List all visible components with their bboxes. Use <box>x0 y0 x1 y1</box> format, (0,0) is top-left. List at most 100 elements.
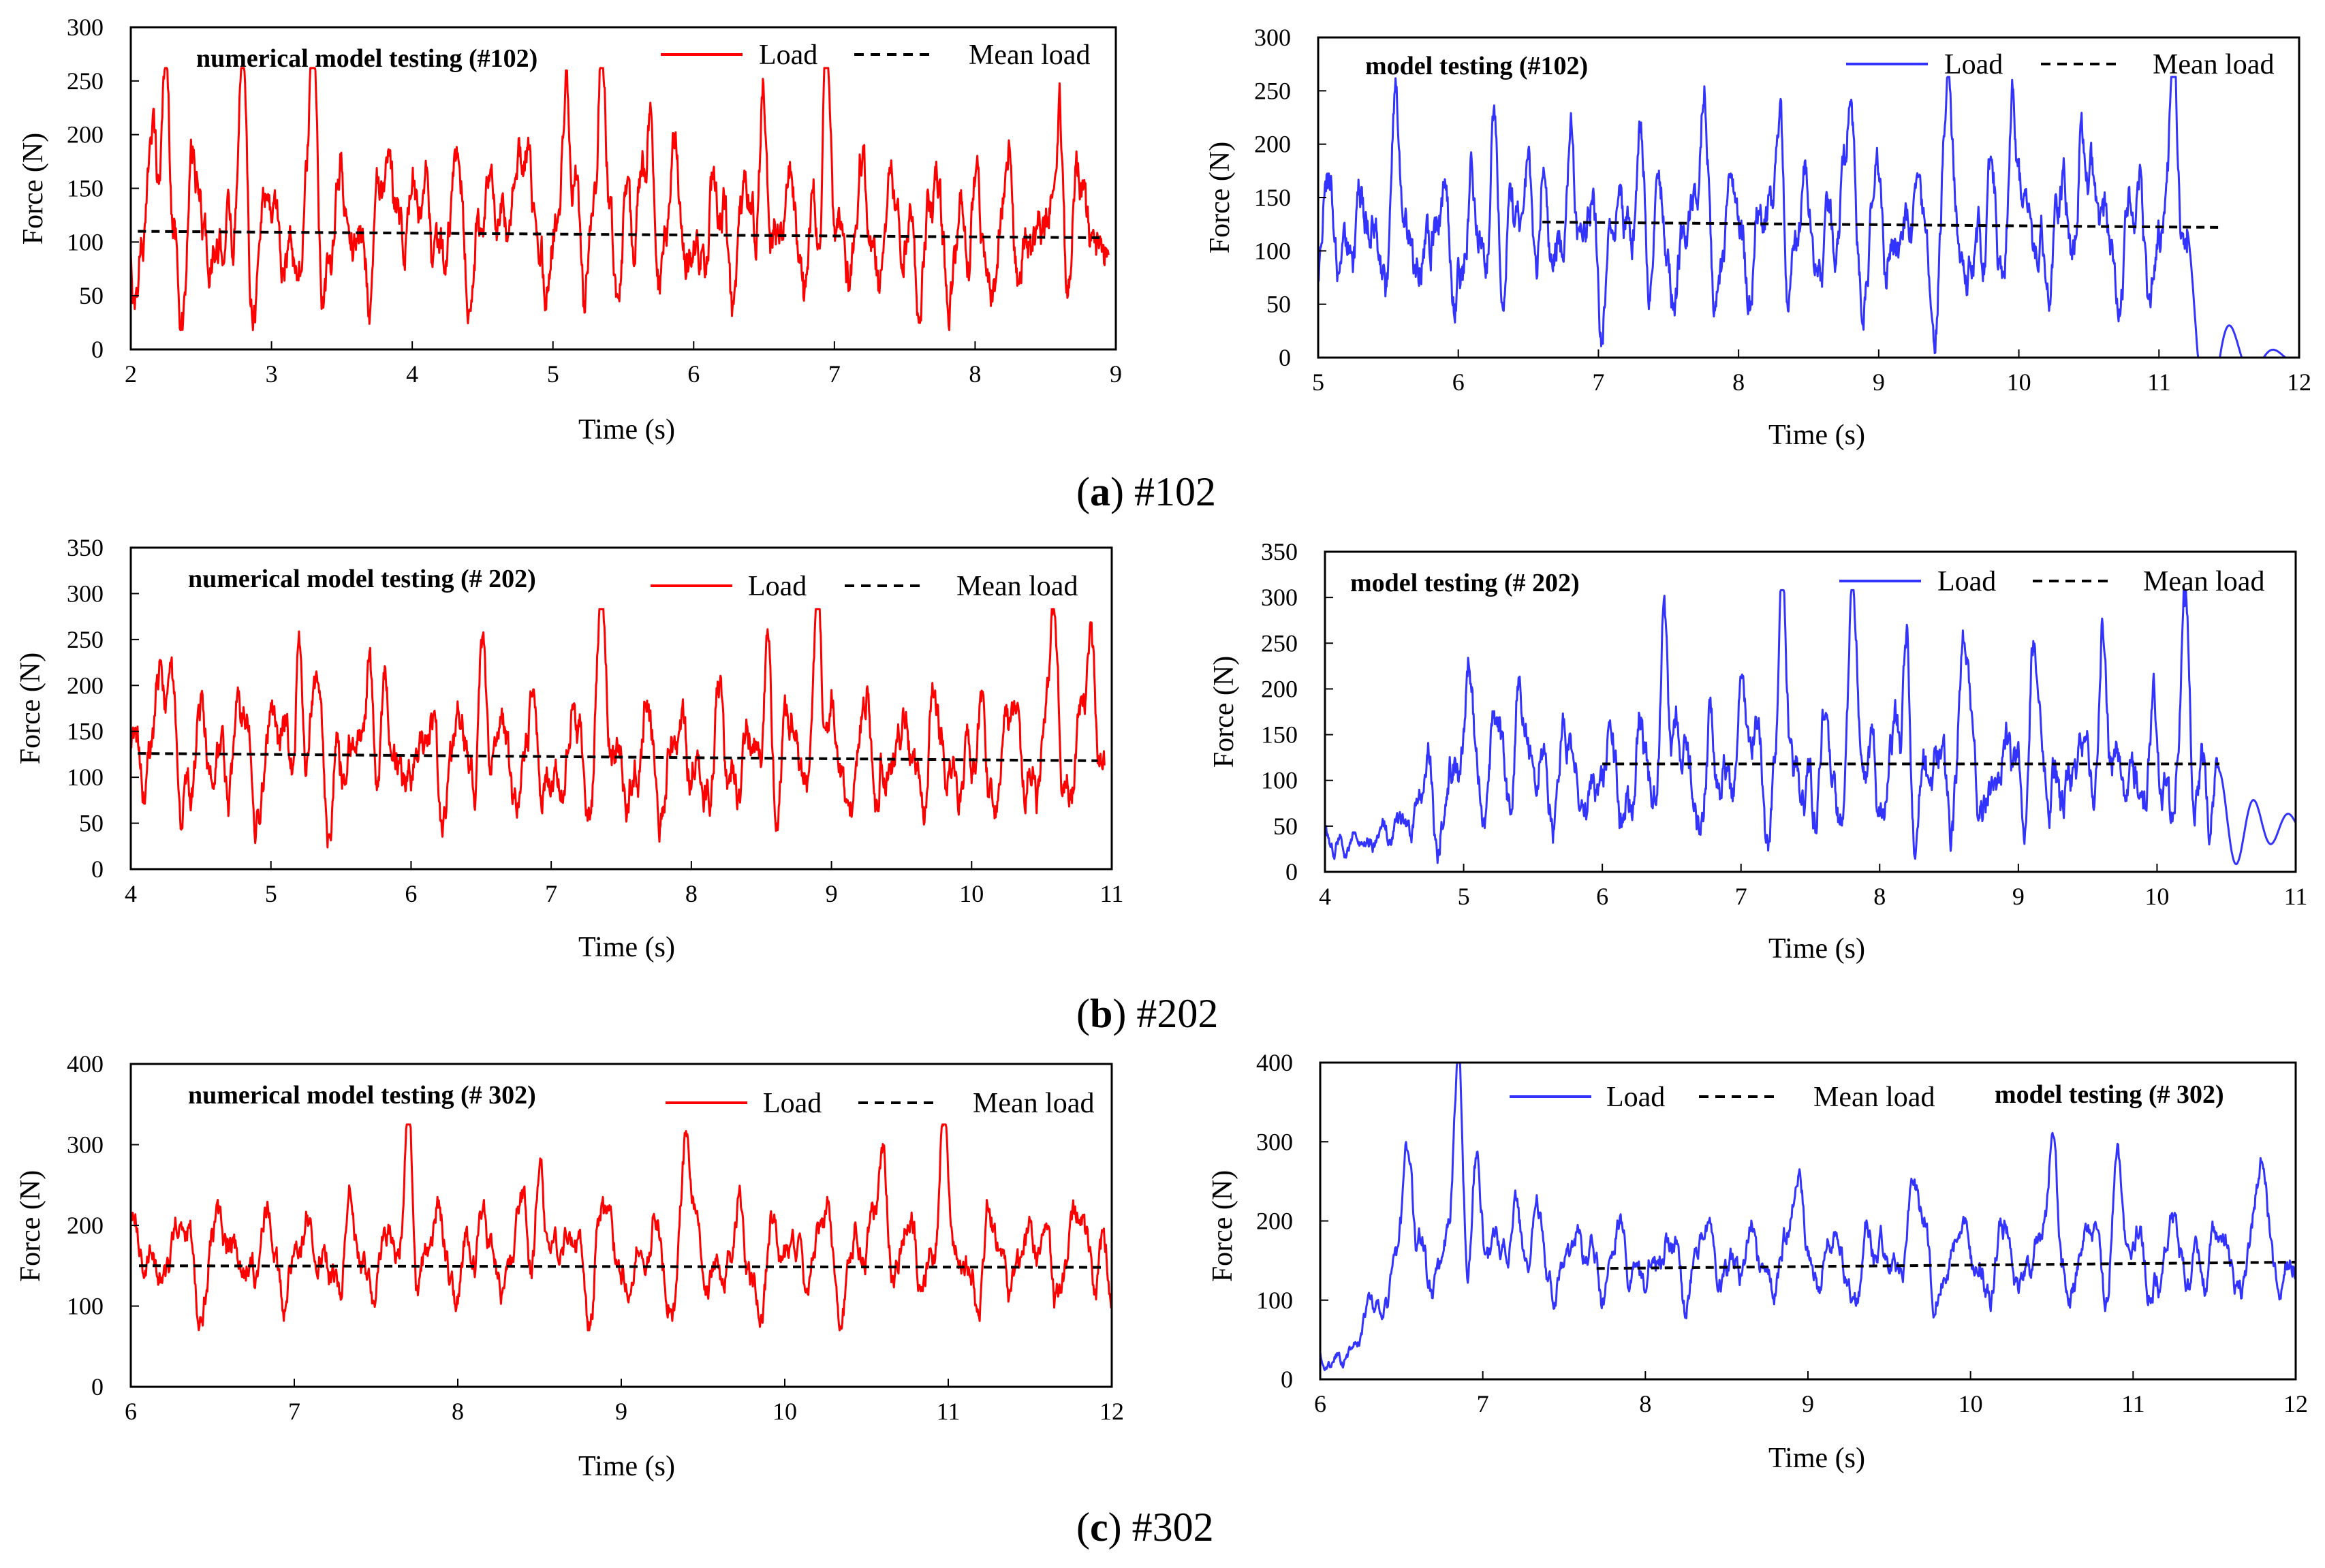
x-tick-label: 6 <box>405 880 417 907</box>
x-tick-label: 8 <box>969 360 981 388</box>
x-tick-label: 6 <box>1596 883 1608 910</box>
legend-load-label: Load <box>748 571 807 602</box>
chart-title: numerical model testing (# 302) <box>188 1081 536 1110</box>
x-axis-title: Time (s) <box>578 932 675 963</box>
y-tick-label: 200 <box>1261 675 1298 702</box>
y-tick-label: 50 <box>79 282 104 309</box>
panel-c-numerical: 6 7 8 9 10 11 12 0 100 200 300 400 numerical model … <box>15 1050 1124 1482</box>
y-tick-label: 250 <box>1254 77 1291 104</box>
legend-load-label: Load <box>1937 566 1996 597</box>
plot-frame <box>129 1063 1113 1388</box>
y-axis-title: Force (N) <box>1204 142 1236 253</box>
x-tick-label: 10 <box>2144 883 2169 910</box>
x-tick-label: 4 <box>406 360 418 388</box>
legend-mean-label: Mean load <box>2143 566 2264 597</box>
y-axis-title: Force (N) <box>15 1170 46 1282</box>
y-tick-label: 100 <box>67 1293 104 1320</box>
x-tick-label: 3 <box>266 360 278 388</box>
x-tick-label: 10 <box>2007 369 2031 396</box>
y-tick-label: 350 <box>67 534 104 561</box>
y-tick-label: 0 <box>1279 344 1291 371</box>
y-tick-label: 200 <box>1256 1208 1293 1235</box>
x-tick-label: 12 <box>2283 1390 2308 1417</box>
plot-frame <box>129 26 1117 351</box>
legend-mean-label: Mean load <box>956 571 1078 602</box>
y-tick-label: 400 <box>1256 1049 1293 1076</box>
panel-a-model: 5 6 7 8 9 10 11 12 0 50 100 150 200 250 300 model test… <box>1204 24 2311 451</box>
y-axis-title: Force (N) <box>18 133 49 245</box>
y-tick-label: 300 <box>1261 584 1298 611</box>
y-tick-label: 300 <box>67 580 104 607</box>
x-tick-label: 11 <box>1100 880 1124 907</box>
x-tick-label: 9 <box>1802 1390 1814 1417</box>
y-tick-label: 150 <box>1254 184 1291 211</box>
caption-b: (b) #202 <box>1076 991 1218 1036</box>
legend-mean-label: Mean load <box>2153 49 2274 80</box>
y-tick-label: 50 <box>1266 291 1291 318</box>
chart-title: numerical model testing (#102) <box>196 44 537 73</box>
y-tick-label: 300 <box>67 1131 104 1159</box>
legend-load-label: Load <box>763 1088 822 1119</box>
y-tick-label: 300 <box>1256 1128 1293 1155</box>
x-tick-label: 11 <box>2121 1390 2145 1417</box>
x-axis-title: Time (s) <box>578 414 675 445</box>
y-tick-label: 0 <box>1285 858 1298 885</box>
caption-c: (c) #302 <box>1076 1505 1214 1550</box>
x-tick-label: 11 <box>2147 369 2171 396</box>
chart-title: numerical model testing (# 202) <box>188 565 536 593</box>
y-tick-label: 150 <box>67 175 104 202</box>
series-mean-load <box>138 752 1098 762</box>
y-tick-label: 200 <box>67 121 104 148</box>
y-axis-title: Force (N) <box>1208 656 1240 768</box>
x-tick-label: 12 <box>2287 369 2311 396</box>
legend-mean-label: Mean load <box>973 1088 1094 1119</box>
y-tick-label: 0 <box>1281 1366 1293 1393</box>
y-tick-label: 100 <box>1261 767 1298 794</box>
x-tick-label: 6 <box>125 1398 137 1425</box>
y-tick-label: 100 <box>67 764 104 791</box>
y-tick-label: 100 <box>1256 1287 1293 1314</box>
series-mean-load <box>1596 1260 2296 1270</box>
y-tick-label: 100 <box>1254 237 1291 264</box>
plot-frame <box>129 546 1113 871</box>
y-tick-label: 250 <box>1261 629 1298 657</box>
x-axis-title: Time (s) <box>578 1451 675 1482</box>
y-tick-label: 50 <box>1273 813 1298 840</box>
x-tick-label: 5 <box>547 360 559 388</box>
x-axis-title: Time (s) <box>1768 933 1865 965</box>
x-tick-label: 5 <box>1312 369 1324 396</box>
x-tick-label: 7 <box>828 360 841 388</box>
chart-title: model testing (#102) <box>1365 52 1588 80</box>
y-tick-label: 300 <box>1254 24 1291 51</box>
x-axis-title: Time (s) <box>1768 1443 1865 1474</box>
x-tick-label: 12 <box>1099 1398 1124 1425</box>
x-tick-label: 10 <box>959 880 984 907</box>
chart-title: model testing (# 302) <box>1995 1080 2224 1109</box>
series-load <box>1324 589 2296 866</box>
y-tick-label: 50 <box>79 810 104 837</box>
x-tick-label: 10 <box>1959 1390 1983 1417</box>
x-tick-label: 5 <box>1458 883 1470 910</box>
series-mean-load <box>1542 221 2222 229</box>
legend-mean-label: Mean load <box>969 40 1090 71</box>
y-tick-label: 250 <box>67 626 104 653</box>
y-axis-title: Force (N) <box>1207 1170 1238 1282</box>
y-tick-label: 150 <box>1261 721 1298 749</box>
series-load <box>129 608 1106 849</box>
series-mean-load <box>138 1264 1104 1269</box>
x-tick-label: 8 <box>685 880 698 907</box>
series-load <box>1317 76 2300 359</box>
caption-a: (a) #102 <box>1076 469 1216 514</box>
y-tick-label: 150 <box>67 718 104 745</box>
x-tick-label: 9 <box>826 880 838 907</box>
plot-frame <box>1324 550 2297 873</box>
y-tick-label: 350 <box>1261 538 1298 565</box>
y-tick-label: 400 <box>67 1050 104 1078</box>
x-tick-label: 5 <box>265 880 277 907</box>
x-tick-label: 8 <box>452 1398 464 1425</box>
x-tick-label: 8 <box>1873 883 1886 910</box>
x-tick-label: 9 <box>615 1398 627 1425</box>
series-load <box>129 67 1110 332</box>
y-axis-title: Force (N) <box>15 653 46 764</box>
